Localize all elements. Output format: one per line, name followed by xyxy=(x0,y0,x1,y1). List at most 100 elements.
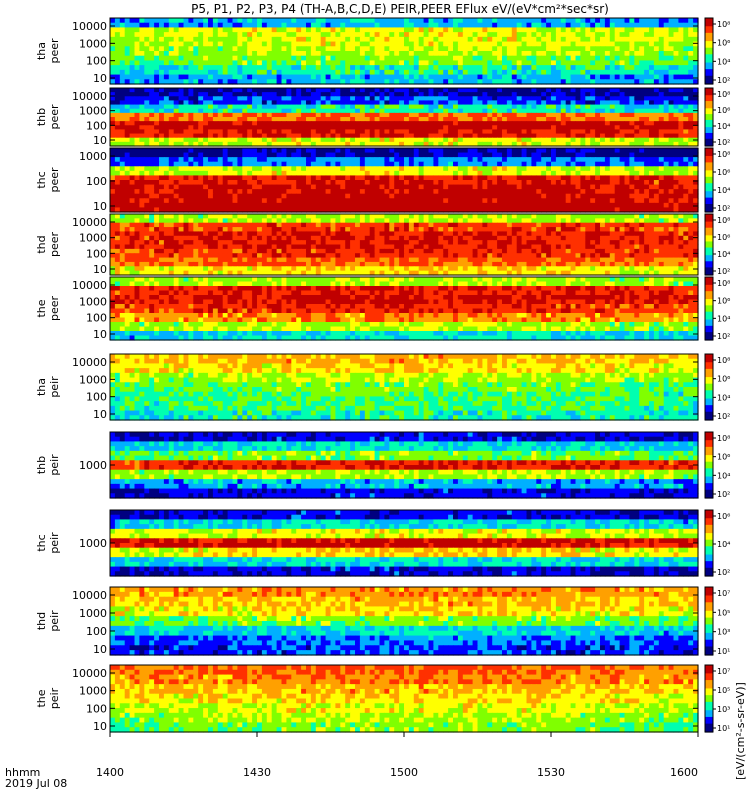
spectrogram-cell xyxy=(413,18,420,24)
spectrogram-cell xyxy=(526,161,532,167)
spectrogram-cell xyxy=(644,157,650,163)
spectrogram-cell xyxy=(154,148,160,154)
spectrogram-cell xyxy=(320,198,327,204)
spectrogram-cell xyxy=(301,112,307,118)
spectrogram-cell xyxy=(384,96,390,102)
spectrogram-cell xyxy=(555,55,562,62)
spectrogram-cell xyxy=(261,202,268,209)
spectrogram-cell xyxy=(159,88,165,93)
spectrogram-cell xyxy=(203,189,209,195)
spectrogram-cell xyxy=(110,175,116,181)
spectrogram-cell xyxy=(340,189,346,195)
spectrogram-cell xyxy=(310,133,317,139)
spectrogram-cell xyxy=(330,69,336,76)
spectrogram-cell xyxy=(487,51,493,57)
spectrogram-cell xyxy=(330,125,336,131)
spectrogram-cell xyxy=(227,36,234,43)
spectrogram-cell xyxy=(212,96,219,102)
spectrogram-cell xyxy=(511,170,518,177)
spectrogram-cell xyxy=(428,74,434,80)
spectrogram-cell xyxy=(183,125,189,131)
spectrogram-cell xyxy=(565,22,572,29)
spectrogram-cell xyxy=(359,36,366,43)
spectrogram-cell xyxy=(212,193,219,199)
spectrogram-cell xyxy=(359,108,366,114)
spectrogram-cell xyxy=(183,104,189,110)
spectrogram-cell xyxy=(335,193,341,199)
spectrogram-cell xyxy=(242,41,248,47)
spectrogram-cell xyxy=(384,108,390,114)
spectrogram-cell xyxy=(394,100,400,106)
spectrogram-cell xyxy=(428,79,434,85)
spectrogram-cell xyxy=(114,152,121,158)
spectrogram-cell xyxy=(291,161,297,167)
spectrogram-cell xyxy=(149,148,155,154)
spectrogram-cell xyxy=(600,46,606,52)
spectrogram-cell xyxy=(144,36,150,43)
spectrogram-cell xyxy=(604,36,611,43)
spectrogram-cell xyxy=(472,92,479,97)
spectrogram-cell xyxy=(188,112,194,118)
spectrogram-cell xyxy=(639,46,645,52)
spectrogram-cell xyxy=(124,112,131,118)
spectrogram-cell xyxy=(560,22,567,29)
spectrogram-cell xyxy=(124,32,131,38)
spectrogram-cell xyxy=(198,74,204,80)
spectrogram-cell xyxy=(266,129,273,135)
spectrogram-cell xyxy=(438,184,444,190)
spectrogram-cell xyxy=(286,129,292,135)
spectrogram-cell xyxy=(467,88,474,93)
spectrogram-cell xyxy=(340,18,346,24)
spectrogram-cell xyxy=(355,22,361,29)
spectrogram-cell xyxy=(609,46,616,52)
spectrogram-cell xyxy=(644,198,650,204)
spectrogram-cell xyxy=(325,161,332,167)
spectrogram-cell xyxy=(404,137,410,143)
spectrogram-cell xyxy=(296,184,302,190)
spectrogram-cell xyxy=(163,74,170,80)
spectrogram-cell xyxy=(252,22,258,29)
spectrogram-cell xyxy=(163,137,170,143)
spectrogram-cell xyxy=(428,96,434,102)
spectrogram-cell xyxy=(683,96,689,102)
spectrogram-cell xyxy=(506,74,513,80)
spectrogram-cell xyxy=(428,60,434,66)
spectrogram-cell xyxy=(183,79,189,85)
spectrogram-cell xyxy=(673,32,679,38)
spectrogram-cell xyxy=(663,152,670,158)
spectrogram-cell xyxy=(359,202,366,209)
spectrogram-cell xyxy=(394,104,400,110)
spectrogram-cell xyxy=(634,137,640,143)
spectrogram-cell xyxy=(413,69,420,76)
spectrogram-cell xyxy=(261,129,268,135)
spectrogram-cell xyxy=(511,133,518,139)
spectrogram-cell xyxy=(541,117,547,122)
spectrogram-cell xyxy=(663,22,670,29)
spectrogram-cell xyxy=(477,46,483,52)
spectrogram-cell xyxy=(492,189,498,195)
spectrogram-cell xyxy=(374,180,381,186)
spectrogram-cell xyxy=(178,46,185,52)
spectrogram-cell xyxy=(281,166,287,172)
spectrogram-cell xyxy=(551,74,557,80)
spectrogram-cell xyxy=(658,125,665,131)
spectrogram-cell xyxy=(693,60,699,66)
spectrogram-cell xyxy=(492,152,498,158)
spectrogram-cell xyxy=(502,51,508,57)
spectrogram-cell xyxy=(472,27,479,33)
spectrogram-cell xyxy=(438,133,444,139)
spectrogram-cell xyxy=(364,180,371,186)
spectrogram-cell xyxy=(624,74,630,80)
spectrogram-cell xyxy=(443,121,449,126)
spectrogram-cell xyxy=(413,108,420,114)
colorbar-swatch xyxy=(705,90,713,93)
spectrogram-cell xyxy=(266,180,273,186)
spectrogram-cell xyxy=(144,175,150,181)
spectrogram-cell xyxy=(443,129,449,135)
spectrogram-cell xyxy=(198,170,204,177)
spectrogram-cell xyxy=(541,157,547,163)
spectrogram-cell xyxy=(129,79,136,85)
spectrogram-cell xyxy=(624,100,630,106)
spectrogram-cell xyxy=(315,133,322,139)
spectrogram-cell xyxy=(384,41,390,47)
